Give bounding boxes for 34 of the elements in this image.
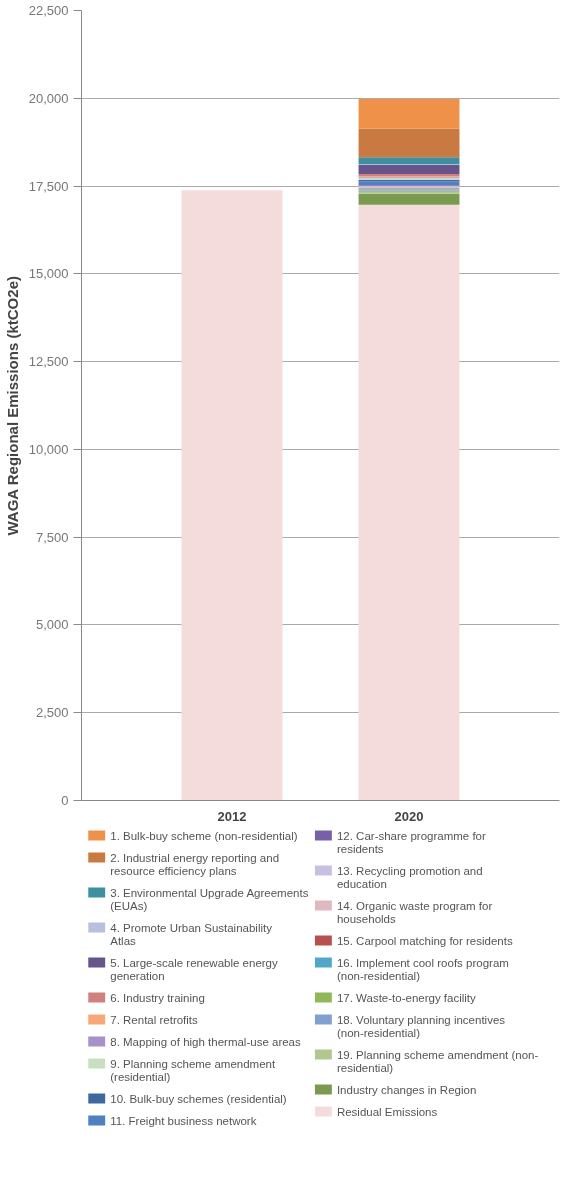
legend-label: 17. Waste-to-energy facility xyxy=(336,991,477,1004)
y-tick-label: 5,000 xyxy=(35,617,69,633)
legend-label: 11. Freight business network xyxy=(110,1114,257,1127)
y-tick-label: 17,500 xyxy=(28,178,69,194)
legend-label: 13. Recycling promotion and education xyxy=(336,864,483,890)
y-axis-title: WAGA Regional Emissions (ktCO2e) xyxy=(3,276,21,536)
legend-label: 14. Organic waste program for households xyxy=(336,899,493,925)
legend-label: 16. Implement cool roofs program (non-residential) xyxy=(336,956,509,982)
y-tick-label: 12,500 xyxy=(28,354,69,370)
x-tick-label: 2020 xyxy=(394,808,424,824)
legend-label: 19. Planning scheme amendment (non-residential) xyxy=(336,1048,539,1074)
legend-label: 2. Industrial energy reporting and resource efficiency plans xyxy=(110,851,280,877)
legend-label: Residual Emissions xyxy=(336,1105,438,1118)
legend-label: Industry changes in Region xyxy=(336,1083,477,1096)
legend-label: 6. Industry training xyxy=(110,991,205,1004)
legend-label: 1. Bulk-buy scheme (non-residential) xyxy=(110,829,298,842)
y-tick-label: 22,500 xyxy=(28,3,69,18)
legend-label: 7. Rental retrofits xyxy=(110,1013,199,1026)
legend-label: 18. Voluntary planning incentives (non-residential) xyxy=(336,1013,506,1039)
legend-label: 8. Mapping of high thermal-use areas xyxy=(110,1035,301,1048)
x-tick-label: 2012 xyxy=(217,808,247,824)
y-tick-label: 2,500 xyxy=(35,705,69,721)
legend-label: 3. Environmental Upgrade Agreements (EUAs) xyxy=(110,886,309,912)
legend-label: 5. Large-scale renewable energy generation xyxy=(110,956,278,982)
legend-label: 9. Planning scheme amendment (residential) xyxy=(110,1057,276,1083)
legend-label: 15. Carpool matching for residents xyxy=(336,934,513,947)
y-tick-label: 10,000 xyxy=(28,441,69,457)
legend-label: 10. Bulk-buy schemes (residential) xyxy=(110,1092,287,1105)
y-tick-label: 15,000 xyxy=(28,266,69,282)
y-tick-label: 0 xyxy=(61,793,69,808)
y-tick-label: 20,000 xyxy=(28,90,69,106)
y-tick-label: 7,500 xyxy=(35,529,69,545)
legend-label: 12. Car-share programme for residents xyxy=(336,829,486,855)
legend-label: 4. Promote Urban Sustainability Atlas xyxy=(110,921,273,947)
